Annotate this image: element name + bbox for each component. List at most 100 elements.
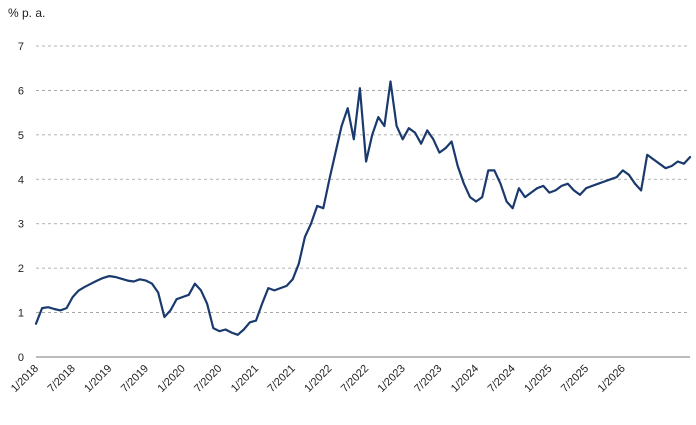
data-point-2019-11	[169, 309, 172, 311]
data-point-2024-10	[530, 192, 532, 194]
data-point-2019-09	[157, 292, 159, 294]
data-point-2026-01	[622, 169, 624, 171]
data-point-2024-02	[481, 196, 483, 198]
data-point-2024-05	[499, 183, 502, 185]
data-point-2022-10	[383, 125, 385, 127]
data-point-2022-11	[389, 80, 392, 83]
data-point-2020-04	[200, 289, 202, 291]
data-point-2024-09	[524, 196, 526, 198]
data-point-2023-11	[463, 183, 465, 185]
data-point-2019-03	[121, 278, 123, 280]
series-line-0	[34, 80, 692, 336]
x-tick-label-1-2021: 1/2021	[229, 363, 261, 395]
data-point-2022-06	[359, 87, 361, 89]
x-tick-label-7-2024: 7/2024	[486, 363, 518, 395]
data-point-2019-12	[176, 298, 178, 300]
data-point-2018-11	[96, 280, 98, 282]
data-point-2018-04	[53, 308, 55, 310]
x-tick-label-1-2018: 1/2018	[9, 363, 41, 395]
data-point-2023-07	[438, 152, 440, 154]
data-point-2021-09	[304, 236, 306, 238]
x-tick-label-1-2019: 1/2019	[82, 363, 114, 395]
y-axis-unit-label: % p. a.	[8, 6, 46, 20]
data-point-2026-02	[628, 174, 630, 176]
y-tick-label-4: 4	[18, 174, 24, 186]
data-point-2023-08	[444, 147, 447, 149]
data-point-2021-12	[322, 207, 324, 209]
data-point-2021-03	[267, 287, 269, 289]
x-tick-label-1-2020: 1/2020	[156, 363, 188, 395]
data-point-2022-09	[377, 116, 379, 118]
x-tick-label-7-2023: 7/2023	[412, 363, 444, 395]
x-tick-label-1-2023: 1/2023	[376, 363, 408, 395]
data-point-2026-05	[646, 154, 648, 156]
data-point-2019-06	[139, 278, 141, 280]
data-point-2020-09	[231, 332, 233, 334]
data-point-2025-11	[609, 178, 612, 180]
data-point-2020-08	[224, 328, 227, 331]
y-tick-label-7: 7	[18, 41, 24, 53]
data-point-2018-12	[102, 277, 104, 279]
x-tick-label-1-2025: 1/2025	[522, 363, 554, 395]
data-point-2025-08	[591, 185, 593, 187]
x-tick-label-7-2019: 7/2019	[119, 363, 151, 395]
data-point-2023-12	[469, 196, 471, 198]
data-point-2022-01	[328, 178, 330, 180]
x-tick-label-7-2021: 7/2021	[266, 363, 298, 395]
data-point-2018-10	[90, 283, 92, 285]
data-point-2025-07	[585, 187, 587, 189]
data-point-2024-06	[506, 200, 508, 203]
data-point-2019-05	[133, 280, 135, 283]
data-point-2025-05	[573, 189, 575, 191]
data-point-2018-01	[35, 323, 37, 325]
x-tick-label-7-2025: 7/2025	[559, 363, 591, 395]
data-point-2021-05	[279, 287, 282, 289]
data-point-2026-03	[634, 183, 636, 185]
data-point-2021-07	[292, 278, 294, 280]
data-point-2023-04	[420, 143, 422, 145]
data-point-2022-12	[396, 125, 398, 127]
data-point-2019-04	[127, 280, 129, 282]
data-point-2019-07	[145, 280, 147, 282]
data-point-2022-05	[353, 138, 355, 140]
data-point-2025-06	[579, 194, 581, 196]
x-tick-label-1-2022: 1/2022	[302, 363, 334, 395]
data-point-2024-11	[536, 187, 538, 189]
y-tick-label-6: 6	[18, 85, 24, 97]
data-point-2021-06	[286, 285, 288, 287]
data-point-2026-08	[665, 167, 667, 169]
data-point-2019-02	[114, 276, 117, 278]
data-point-2022-08	[371, 134, 373, 136]
data-point-2026-09	[671, 165, 673, 167]
grid-layer	[36, 45, 690, 313]
data-point-2023-10	[457, 165, 459, 167]
data-point-2021-01	[255, 320, 257, 322]
data-point-2026-11	[683, 163, 685, 165]
data-point-2020-11	[243, 328, 245, 331]
data-point-2018-09	[84, 286, 86, 288]
data-point-2026-10	[677, 160, 679, 163]
data-point-2018-02	[41, 307, 43, 309]
series-layer	[34, 80, 692, 336]
data-point-2021-04	[273, 289, 275, 291]
x-tick-label-7-2018: 7/2018	[46, 363, 78, 395]
data-point-2020-03	[194, 283, 196, 285]
data-point-2023-02	[408, 127, 410, 129]
data-point-2018-05	[59, 309, 62, 311]
data-point-2018-03	[47, 306, 49, 308]
x-tick-label-1-2026: 1/2026	[596, 363, 628, 395]
data-point-2020-05	[206, 303, 208, 305]
data-point-2020-02	[188, 294, 190, 296]
data-point-2026-06	[652, 158, 654, 160]
data-point-2024-01	[475, 200, 477, 203]
x-tick-label-1-2024: 1/2024	[449, 363, 481, 395]
data-point-2019-10	[163, 316, 165, 318]
y-tick-label-1: 1	[18, 308, 24, 320]
x-tick-label-7-2022: 7/2022	[339, 363, 371, 395]
data-point-2022-07	[365, 160, 367, 163]
data-point-2022-03	[341, 125, 343, 127]
data-point-2025-04	[567, 183, 569, 185]
